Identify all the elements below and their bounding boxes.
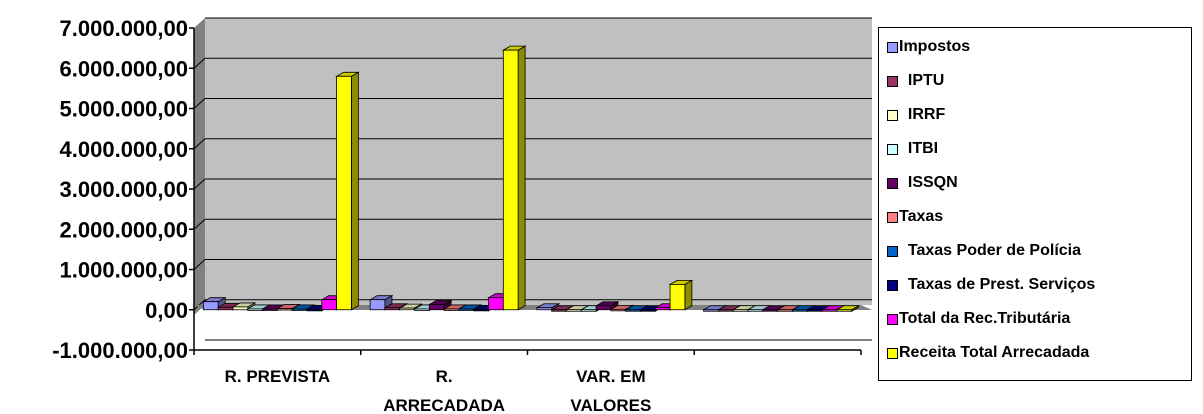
gridline-side — [193, 218, 206, 230]
gridline-side — [193, 57, 206, 69]
x-axis-ticks: R. PREVISTA R. ARRECADADA VAR. EM VALORES — [193, 350, 862, 414]
gridlines — [193, 17, 872, 341]
legend-item-receita-total: Receita Total Arrecadada — [887, 343, 1089, 363]
bar — [501, 45, 527, 311]
legend-item-irrf: IRRF — [887, 105, 945, 125]
legend-label: ISSQN — [899, 174, 958, 191]
legend-label: Total da Rec.Tributária — [899, 310, 1071, 327]
y-tick-label: 6.000.000,00 — [60, 56, 188, 81]
gridline-side — [193, 178, 206, 190]
legend-label: ITBI — [899, 140, 939, 157]
gridline-side — [193, 138, 206, 150]
y-tick-label: 4.000.000,00 — [60, 137, 188, 162]
legend-swatch — [887, 245, 898, 257]
y-tick-label: 3.000.000,00 — [60, 177, 188, 202]
legend-swatch — [887, 41, 898, 53]
legend-item-issqn: ISSQN — [887, 173, 958, 193]
legend-label: IRRF — [899, 106, 946, 123]
bar — [398, 303, 424, 311]
y-axis-ticks: 7.000.000,00 6.000.000,00 5.000.000,00 4.00… — [52, 16, 194, 363]
gridline-side — [193, 98, 206, 109]
legend-label: Taxas de Prest. Serviços — [899, 276, 1096, 293]
bar — [668, 279, 694, 311]
x-category-label: R. PREVISTA — [225, 367, 330, 386]
y-tick-label: 7.000.000,00 — [60, 16, 188, 41]
bars — [201, 45, 861, 312]
y-tick-label: 2.000.000,00 — [60, 217, 188, 242]
bar — [383, 303, 409, 311]
plot-side-wall — [194, 18, 205, 315]
legend-item-taxas-poder-policia: Taxas Poder de Polícia — [887, 241, 1081, 261]
legend-swatch — [887, 211, 898, 223]
bar — [835, 305, 861, 312]
legend-swatch — [887, 143, 898, 155]
legend-swatch — [887, 75, 898, 87]
legend-item-total-rec-tributaria: Total da Rec.Tributária — [887, 309, 1070, 329]
legend-label: Taxas — [899, 208, 944, 225]
bar — [201, 297, 227, 311]
x-category-label: VAR. EM VALORES — [570, 367, 651, 414]
legend-swatch — [887, 177, 898, 189]
y-tick-label: 0,00 — [145, 298, 188, 323]
y-tick-label: 1.000.000,00 — [60, 258, 188, 283]
gridline-side — [193, 259, 206, 270]
legend-label: Receita Total Arrecadada — [899, 344, 1090, 361]
legend-swatch — [887, 109, 898, 121]
legend-swatch — [887, 313, 898, 325]
legend-swatch — [887, 279, 898, 291]
legend-item-taxas-prest-servicos: Taxas de Prest. Serviços — [887, 275, 1095, 295]
legend-label: IPTU — [899, 72, 945, 89]
legend-item-iptu: IPTU — [887, 71, 944, 91]
x-category-label: R. ARRECADADA — [383, 367, 505, 414]
legend-item-taxas: Taxas — [887, 207, 943, 227]
legend-item-itbi: ITBI — [887, 139, 938, 159]
bar — [535, 303, 561, 311]
y-tick-label: -1.000.000,00 — [52, 338, 188, 363]
y-tick-label: 5.000.000,00 — [60, 97, 188, 122]
legend-label: Taxas Poder de Polícia — [899, 242, 1081, 259]
legend-label: Impostos — [899, 38, 971, 55]
plot-back-wall — [205, 18, 872, 305]
legend-swatch — [887, 347, 898, 359]
legend: Impostos IPTU IRRF ITBI ISSQN Taxas Taxa… — [878, 27, 1192, 381]
legend-item-impostos: Impostos — [887, 37, 970, 57]
bar — [335, 71, 360, 311]
plot-floor — [194, 305, 872, 310]
